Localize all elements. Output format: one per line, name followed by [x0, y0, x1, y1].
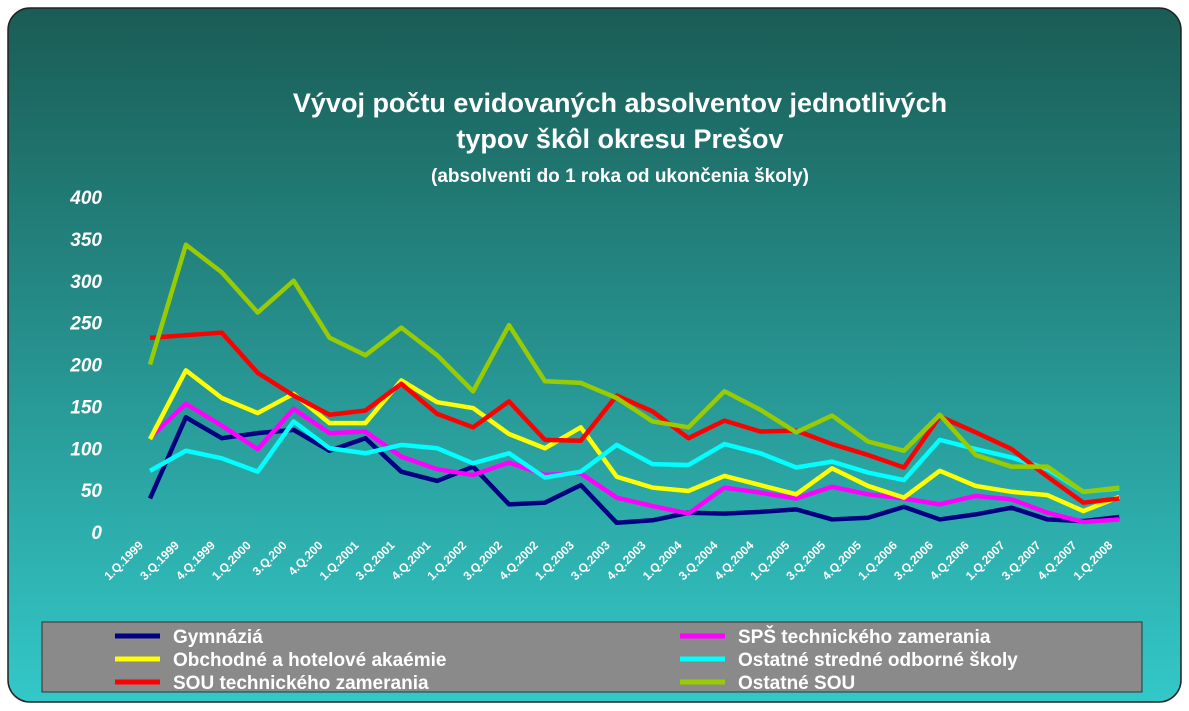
chart-subtitle: (absolventi do 1 roka od ukončenia školy… [431, 166, 809, 187]
y-tick-label: 150 [70, 397, 102, 418]
y-tick-label: 350 [70, 230, 102, 251]
y-tick-label: 0 [91, 523, 102, 544]
chart-title: typov škôl okresu Prešov [456, 124, 783, 154]
series-line [147, 242, 1120, 495]
legend-label: SPŠ technického zamerania [738, 626, 991, 648]
series-line [147, 415, 1120, 526]
legend-label: Ostatné SOU [738, 673, 855, 694]
series-line [148, 419, 1120, 495]
series-line [149, 330, 1120, 505]
series-line [148, 368, 1121, 514]
y-tick-label: 100 [70, 439, 102, 460]
y-tick-label: 400 [69, 188, 102, 209]
chart-title: Vývoj počtu evidovaných absolventov jedn… [293, 88, 947, 118]
legend-label: Gymnáziá [173, 627, 263, 648]
y-tick-label: 300 [70, 272, 102, 293]
series-line [148, 401, 1120, 525]
y-tick-label: 50 [81, 481, 103, 502]
y-tick-label: 250 [69, 314, 102, 335]
legend-label: Ostatné stredné odborné školy [738, 650, 1018, 671]
legend-label: Obchodné a hotelové akaémie [173, 650, 446, 671]
background [7, 7, 1182, 703]
legend-label: SOU technického zamerania [173, 673, 429, 694]
y-tick-label: 200 [69, 356, 102, 377]
legend [41, 621, 1143, 693]
